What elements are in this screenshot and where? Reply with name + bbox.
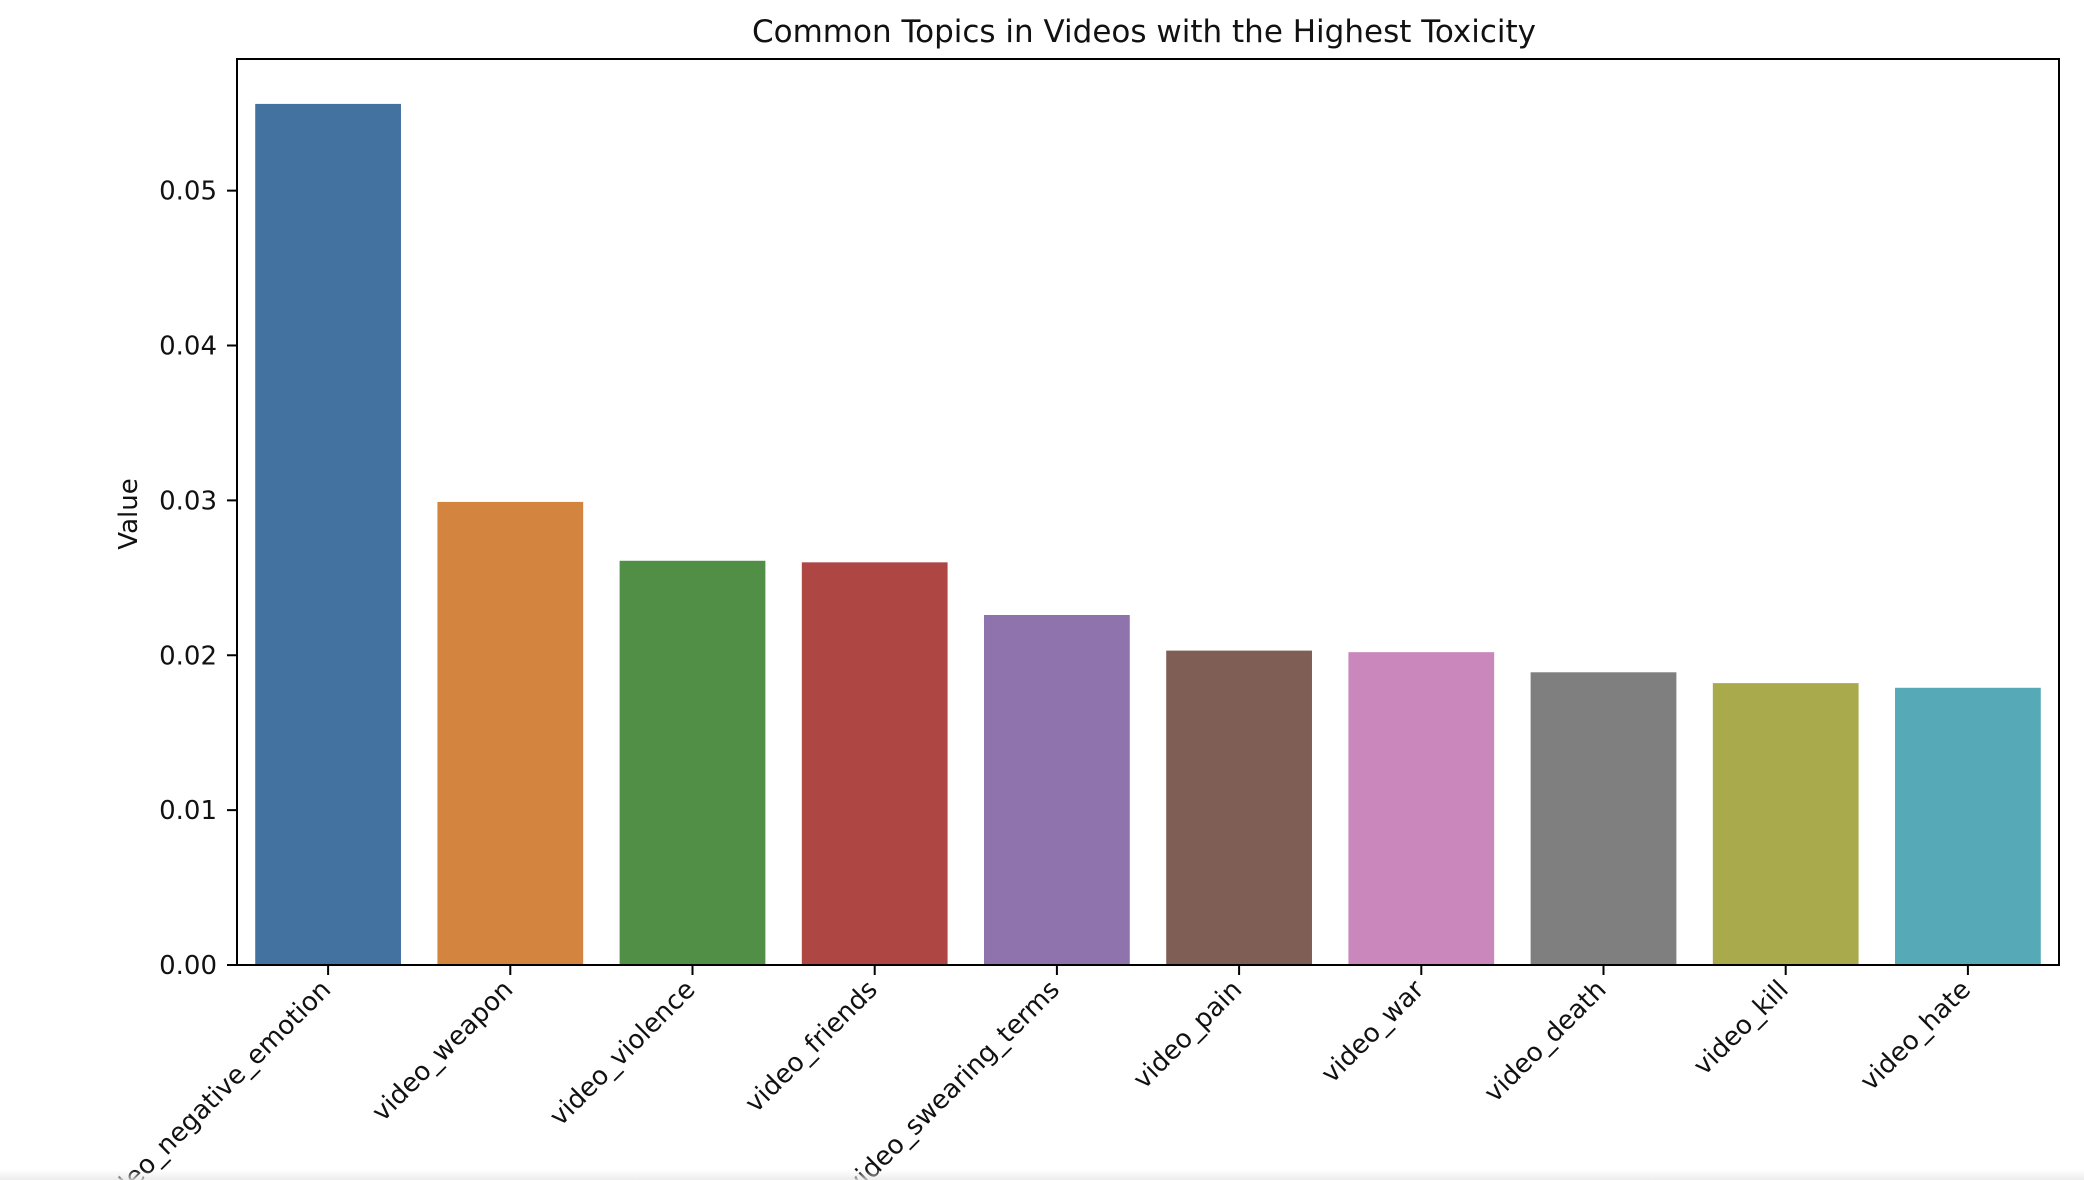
y-tick-label: 0.05 <box>159 177 217 207</box>
y-tick-label: 0.00 <box>159 951 217 981</box>
bar-video-negative-emotion <box>255 103 401 965</box>
x-tick-label: video_kill <box>1688 975 1795 1082</box>
y-ticks-group: 0.00 0.01 0.02 0.03 0.04 0.05 <box>159 177 237 981</box>
x-tick-label: video_pain <box>1128 975 1248 1095</box>
bar-video-swearing-terms <box>984 614 1130 965</box>
y-axis-title: Value <box>114 478 144 549</box>
x-tick-label: video_friends <box>740 975 884 1119</box>
x-tick-label: video_weapon <box>366 975 519 1128</box>
bar-video-pain <box>1166 650 1312 965</box>
x-tick-label: video_hate <box>1855 975 1977 1097</box>
y-tick-label: 0.02 <box>159 641 217 671</box>
bar-video-war <box>1348 652 1495 965</box>
y-tick-label: 0.01 <box>159 796 217 826</box>
y-tick-label: 0.04 <box>159 332 217 362</box>
bar-video-kill <box>1712 683 1859 965</box>
x-tick-label: video_violence <box>544 975 701 1132</box>
bar-video-weapon <box>437 501 584 965</box>
y-tick-label: 0.03 <box>159 486 217 516</box>
axes-group <box>236 58 2060 966</box>
plot-frame <box>236 58 2060 966</box>
bar-video-friends <box>801 562 948 965</box>
bar-video-violence <box>619 560 766 965</box>
x-tick-label: video_death <box>1479 975 1613 1109</box>
chart-title: Common Topics in Videos with the Highest… <box>752 14 1536 50</box>
bar-video-death <box>1530 672 1677 965</box>
x-ticks-group: video_negative_emotion video_weapon video_… <box>91 965 1977 1180</box>
x-tick-label: video_war <box>1316 975 1431 1090</box>
x-tick-label: video_negative_emotion <box>91 975 337 1180</box>
bar-video-hate <box>1895 687 2041 965</box>
bars-group <box>255 103 2041 965</box>
